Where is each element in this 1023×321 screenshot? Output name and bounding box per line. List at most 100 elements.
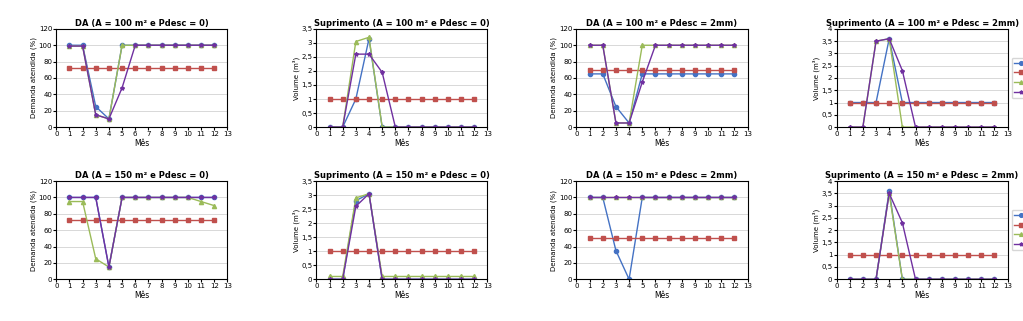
Método Alemão bbox=[663, 237, 675, 240]
Método Australiano bbox=[856, 277, 869, 281]
Método de Rippl bbox=[402, 277, 414, 281]
Método Australiano bbox=[988, 125, 1000, 129]
Método Alemão bbox=[909, 100, 922, 104]
Método de Rippl bbox=[376, 70, 389, 74]
Método Alemão bbox=[415, 249, 428, 253]
Line: Método Brasileiro: Método Brasileiro bbox=[68, 195, 216, 269]
Método Australiano bbox=[923, 125, 935, 129]
Y-axis label: Volume (m³): Volume (m³) bbox=[812, 209, 819, 252]
Método Brasileiro bbox=[442, 277, 454, 281]
Método Alemão bbox=[949, 100, 962, 104]
Método de Rippl bbox=[675, 195, 687, 199]
Método Brasileiro bbox=[728, 195, 741, 199]
Método de Rippl bbox=[650, 195, 662, 199]
Método Alemão bbox=[376, 97, 389, 101]
Método Brasileiro bbox=[182, 43, 194, 47]
Método Brasileiro bbox=[844, 277, 856, 281]
Método de Rippl bbox=[102, 117, 115, 121]
Método Brasileiro bbox=[636, 195, 649, 199]
Método Australiano bbox=[363, 35, 375, 39]
Método de Rippl bbox=[155, 43, 168, 47]
Método Brasileiro bbox=[949, 100, 962, 104]
Line: Método Australiano: Método Australiano bbox=[587, 195, 737, 200]
Line: Método de Rippl: Método de Rippl bbox=[848, 191, 996, 281]
Método Brasileiro bbox=[455, 125, 468, 129]
Método de Rippl bbox=[596, 195, 609, 199]
Método Alemão bbox=[90, 218, 102, 222]
Método Australiano bbox=[702, 195, 714, 199]
Método de Rippl bbox=[442, 277, 454, 281]
Método Brasileiro bbox=[844, 100, 856, 104]
Método de Rippl bbox=[715, 195, 727, 199]
Método de Rippl bbox=[909, 125, 922, 129]
Método de Rippl bbox=[702, 43, 714, 47]
Método Brasileiro bbox=[208, 195, 220, 199]
Método Alemão bbox=[583, 68, 595, 72]
Método Alemão bbox=[962, 253, 974, 257]
Método de Rippl bbox=[623, 121, 635, 125]
Método Australiano bbox=[728, 43, 741, 47]
Método Australiano bbox=[688, 43, 701, 47]
Método Brasileiro bbox=[90, 195, 102, 199]
Método Brasileiro bbox=[870, 100, 882, 104]
Método Australiano bbox=[90, 113, 102, 117]
Método de Rippl bbox=[77, 195, 89, 199]
Método de Rippl bbox=[350, 52, 362, 56]
Método Alemão bbox=[688, 68, 701, 72]
Método Brasileiro bbox=[883, 37, 895, 41]
Método de Rippl bbox=[90, 195, 102, 199]
Método Australiano bbox=[923, 277, 935, 281]
Método Australiano bbox=[949, 277, 962, 281]
Método de Rippl bbox=[610, 195, 622, 199]
Método Australiano bbox=[195, 43, 208, 47]
Line: Método Brasileiro: Método Brasileiro bbox=[587, 195, 737, 281]
Método Alemão bbox=[142, 66, 154, 70]
Método Alemão bbox=[363, 249, 375, 253]
Método Australiano bbox=[909, 277, 922, 281]
Método Alemão bbox=[883, 253, 895, 257]
Método Alemão bbox=[77, 218, 89, 222]
Método de Rippl bbox=[208, 195, 220, 199]
Line: Método Alemão: Método Alemão bbox=[327, 97, 477, 101]
Método Brasileiro bbox=[350, 199, 362, 203]
Método Australiano bbox=[936, 125, 948, 129]
Line: Método Alemão: Método Alemão bbox=[68, 66, 216, 70]
Line: Método de Rippl: Método de Rippl bbox=[327, 52, 477, 129]
Método de Rippl bbox=[715, 43, 727, 47]
Title: Suprimento (A = 100 m² e Pdesc = 2mm): Suprimento (A = 100 m² e Pdesc = 2mm) bbox=[826, 19, 1019, 28]
Método de Rippl bbox=[182, 43, 194, 47]
Método de Rippl bbox=[155, 195, 168, 199]
Método de Rippl bbox=[988, 277, 1000, 281]
Método Australiano bbox=[844, 277, 856, 281]
Método Australiano bbox=[663, 195, 675, 199]
Método de Rippl bbox=[169, 43, 181, 47]
Método Alemão bbox=[142, 218, 154, 222]
Método Alemão bbox=[988, 253, 1000, 257]
Método Brasileiro bbox=[650, 195, 662, 199]
Método Brasileiro bbox=[389, 125, 401, 129]
Método Alemão bbox=[129, 66, 141, 70]
Método de Rippl bbox=[402, 125, 414, 129]
Método de Rippl bbox=[323, 125, 336, 129]
Método Alemão bbox=[323, 249, 336, 253]
Método Alemão bbox=[116, 66, 128, 70]
Método de Rippl bbox=[455, 277, 468, 281]
Método Brasileiro bbox=[77, 43, 89, 47]
Método Alemão bbox=[923, 253, 935, 257]
Método de Rippl bbox=[636, 195, 649, 199]
Método Brasileiro bbox=[337, 277, 349, 281]
Método de Rippl bbox=[870, 39, 882, 43]
Método Australiano bbox=[469, 125, 481, 129]
Método Alemão bbox=[856, 100, 869, 104]
Método Alemão bbox=[610, 68, 622, 72]
Método Australiano bbox=[636, 43, 649, 47]
Y-axis label: Demanda atendida (%): Demanda atendida (%) bbox=[31, 190, 37, 271]
Método Australiano bbox=[402, 274, 414, 278]
Line: Método Alemão: Método Alemão bbox=[327, 249, 477, 253]
Método Brasileiro bbox=[715, 195, 727, 199]
Método de Rippl bbox=[116, 86, 128, 90]
Método Alemão bbox=[988, 100, 1000, 104]
Método de Rippl bbox=[195, 195, 208, 199]
Método Australiano bbox=[844, 125, 856, 129]
X-axis label: Mês: Mês bbox=[655, 291, 670, 300]
